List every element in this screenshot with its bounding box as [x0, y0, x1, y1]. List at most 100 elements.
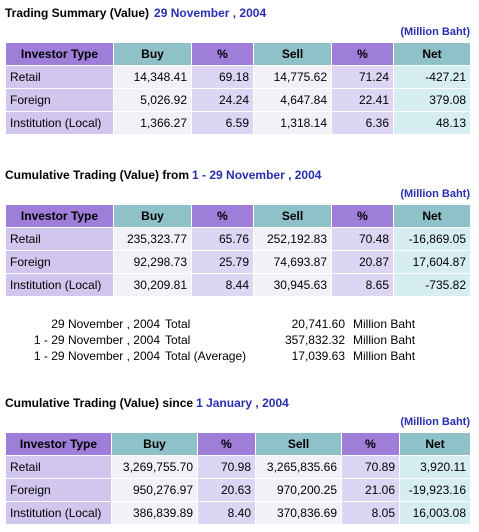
title-text: Cumulative Trading (Value) from: [5, 168, 190, 182]
sell-percent: 6.36: [331, 111, 394, 135]
header-buy-percent: %: [191, 42, 254, 66]
buy-value: 30,209.81: [113, 273, 192, 297]
buy-percent: 69.18: [191, 65, 254, 89]
table-row: Institution (Local) 386,839.89 8.40 370,…: [5, 501, 471, 525]
net-value: 48.13: [393, 111, 471, 135]
unit-label: (Million Baht): [400, 416, 470, 428]
total-date: 1 - 29 November , 2004: [33, 333, 160, 347]
sell-percent: 8.65: [331, 273, 394, 297]
sell-value: 252,192.83: [253, 227, 332, 251]
buy-value: 3,269,755.70: [111, 455, 198, 479]
buy-percent: 24.24: [191, 88, 254, 112]
total-row: 29 November , 2004 Total 20,741.60 Milli…: [5, 316, 470, 332]
total-date: 29 November , 2004: [51, 317, 160, 331]
sell-percent: 70.89: [341, 455, 400, 479]
header-sell-percent: %: [331, 42, 394, 66]
header-buy: Buy: [111, 432, 198, 456]
buy-percent: 6.59: [191, 111, 254, 135]
sell-percent: 71.24: [331, 65, 394, 89]
buy-value: 5,026.92: [113, 88, 192, 112]
total-unit: Million Baht: [353, 349, 416, 363]
net-value: 17,604.87: [393, 250, 471, 274]
buy-value: 1,366.27: [113, 111, 192, 135]
cumulative-year-table: Investor Type Buy % Sell % Net Retail 3,…: [5, 432, 471, 525]
header-sell-percent: %: [331, 204, 394, 228]
title-date: 29 November , 2004: [154, 6, 267, 20]
total-label: Total (Average): [165, 349, 247, 363]
buy-percent: 25.79: [191, 250, 254, 274]
total-row: 1 - 29 November , 2004 Total (Average) 1…: [5, 348, 470, 364]
investor-type: Institution (Local): [5, 501, 112, 525]
title-date: 1 January , 2004: [196, 396, 289, 410]
title-text: Cumulative Trading (Value) since: [5, 396, 194, 410]
sell-percent: 8.05: [341, 501, 400, 525]
cumulative-year-section: Cumulative Trading (Value) since 1 Januar…: [5, 394, 471, 525]
investor-type: Retail: [5, 65, 114, 89]
total-unit: Million Baht: [353, 333, 416, 347]
buy-percent: 65.76: [191, 227, 254, 251]
header-sell: Sell: [253, 204, 332, 228]
trading-summary-section: Trading Summary (Value) 29 November , 200…: [5, 4, 471, 135]
net-value: -735.82: [393, 273, 471, 297]
total-unit: Million Baht: [353, 317, 416, 331]
net-value: 379.08: [393, 88, 471, 112]
table-row: Foreign 92,298.73 25.79 74,693.87 20.87 …: [5, 250, 471, 274]
investor-type: Retail: [5, 227, 114, 251]
summary-table: Investor Type Buy % Sell % Net Retail 14…: [5, 42, 471, 135]
header-sell: Sell: [255, 432, 342, 456]
sell-value: 1,318.14: [253, 111, 332, 135]
sell-value: 14,775.62: [253, 65, 332, 89]
table-header-row: Investor Type Buy % Sell % Net: [5, 42, 471, 66]
buy-percent: 70.98: [197, 455, 256, 479]
sell-percent: 20.87: [331, 250, 394, 274]
title-date: 1 - 29 November , 2004: [192, 168, 322, 182]
net-value: -427.21: [393, 65, 471, 89]
sell-percent: 70.48: [331, 227, 394, 251]
sell-value: 74,693.87: [253, 250, 332, 274]
unit-label: (Million Baht): [400, 188, 470, 200]
cumulative-month-section: Cumulative Trading (Value) from 1 - 29 No…: [5, 166, 471, 297]
table-row: Institution (Local) 1,366.27 6.59 1,318.…: [5, 111, 471, 135]
investor-type: Foreign: [5, 250, 114, 274]
header-investor-type: Investor Type: [5, 42, 114, 66]
investor-type: Foreign: [5, 478, 112, 502]
sell-value: 3,265,835.66: [255, 455, 342, 479]
net-value: -19,923.16: [399, 478, 471, 502]
investor-type: Institution (Local): [5, 273, 114, 297]
table-row: Foreign 5,026.92 24.24 4,647.84 22.41 37…: [5, 88, 471, 112]
title-text: Trading Summary (Value): [5, 6, 150, 20]
buy-percent: 8.44: [191, 273, 254, 297]
investor-type: Institution (Local): [5, 111, 114, 135]
section-title: Cumulative Trading (Value) since 1 Januar…: [5, 394, 470, 412]
section-title: Trading Summary (Value) 29 November , 200…: [5, 4, 470, 22]
totals-block: 29 November , 2004 Total 20,741.60 Milli…: [5, 316, 470, 364]
total-label: Total: [165, 317, 191, 331]
sell-value: 370,836.69: [255, 501, 342, 525]
buy-value: 950,276.97: [111, 478, 198, 502]
table-row: Institution (Local) 30,209.81 8.44 30,94…: [5, 273, 471, 297]
header-buy-percent: %: [191, 204, 254, 228]
section-title: Cumulative Trading (Value) from 1 - 29 No…: [5, 166, 470, 184]
net-value: 16,003.08: [399, 501, 471, 525]
net-value: -16,869.05: [393, 227, 471, 251]
header-sell-percent: %: [341, 432, 400, 456]
table-row: Retail 3,269,755.70 70.98 3,265,835.66 7…: [5, 455, 471, 479]
sell-value: 30,945.63: [253, 273, 332, 297]
header-investor-type: Investor Type: [5, 432, 112, 456]
total-date: 1 - 29 November , 2004: [33, 349, 160, 363]
total-value: 20,741.60: [291, 317, 345, 331]
header-buy: Buy: [113, 204, 192, 228]
table-row: Retail 235,323.77 65.76 252,192.83 70.48…: [5, 227, 471, 251]
table-row: Foreign 950,276.97 20.63 970,200.25 21.0…: [5, 478, 471, 502]
total-label: Total: [165, 333, 191, 347]
cumulative-month-table: Investor Type Buy % Sell % Net Retail 23…: [5, 204, 471, 297]
header-sell: Sell: [253, 42, 332, 66]
table-header-row: Investor Type Buy % Sell % Net: [5, 204, 471, 228]
header-investor-type: Investor Type: [5, 204, 114, 228]
buy-percent: 8.40: [197, 501, 256, 525]
table-row: Retail 14,348.41 69.18 14,775.62 71.24 -…: [5, 65, 471, 89]
buy-value: 92,298.73: [113, 250, 192, 274]
header-net: Net: [399, 432, 471, 456]
header-buy-percent: %: [197, 432, 256, 456]
total-row: 1 - 29 November , 2004 Total 357,832.32 …: [5, 332, 470, 348]
